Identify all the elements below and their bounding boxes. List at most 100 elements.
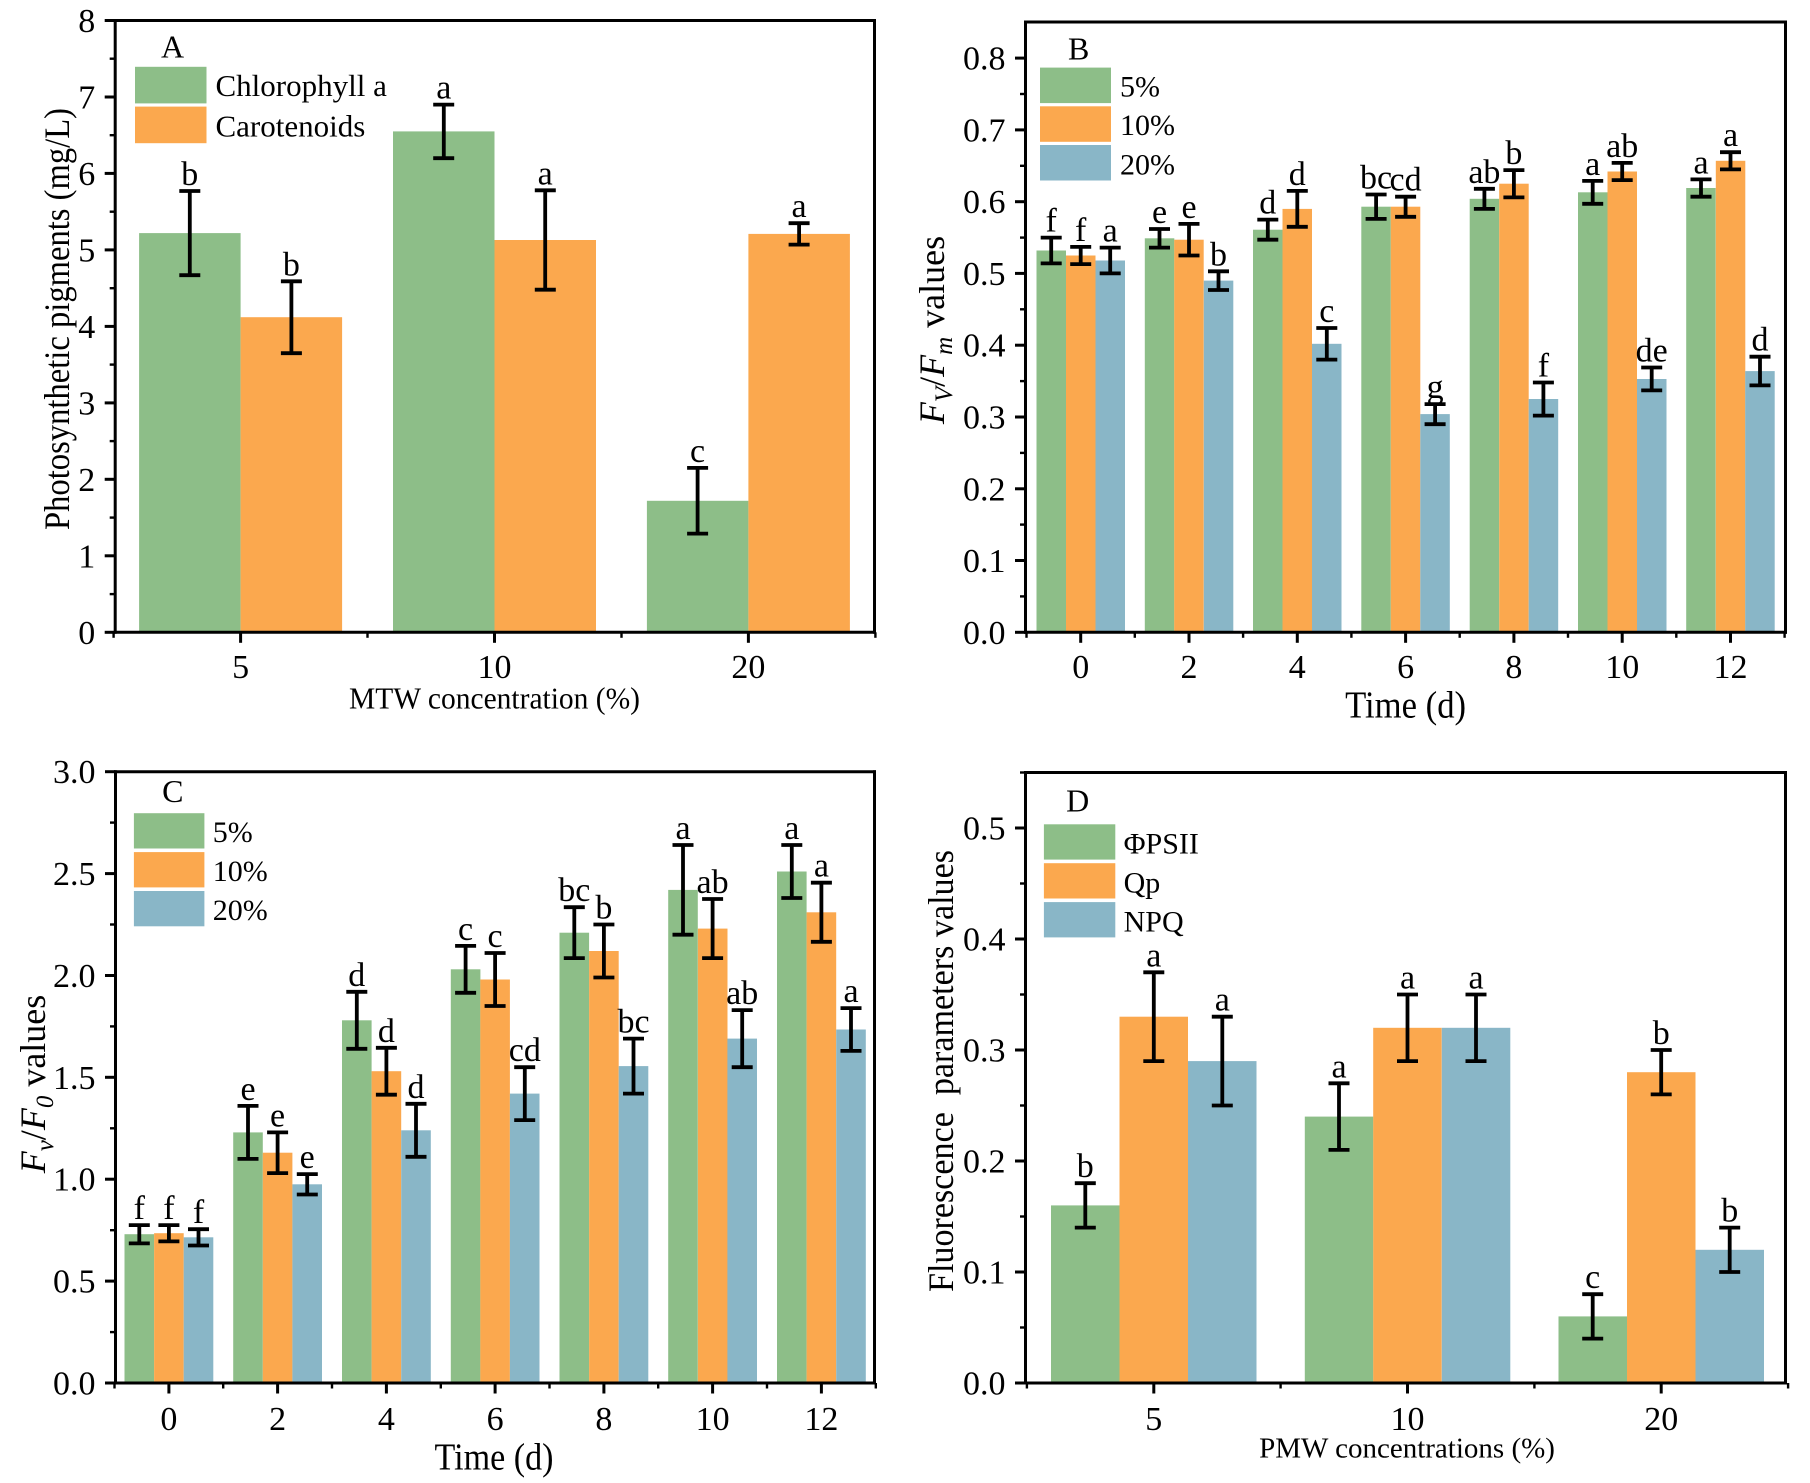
svg-text:20%: 20% (213, 894, 268, 927)
svg-text:Time (d): Time (d) (435, 1437, 554, 1479)
svg-text:0: 0 (1072, 649, 1089, 686)
svg-text:a: a (675, 810, 690, 847)
svg-text:e: e (240, 1071, 255, 1108)
svg-text:c: c (1585, 1259, 1600, 1296)
svg-text:e: e (1152, 194, 1167, 231)
svg-text:20%: 20% (1120, 149, 1175, 182)
svg-text:f: f (193, 1194, 205, 1231)
svg-text:b: b (595, 890, 612, 927)
svg-text:4: 4 (78, 309, 95, 346)
svg-text:Time (d): Time (d) (1345, 685, 1466, 727)
svg-text:d: d (1259, 185, 1276, 222)
svg-text:e: e (300, 1139, 315, 1176)
svg-text:0.7: 0.7 (963, 112, 1006, 149)
svg-text:1.0: 1.0 (53, 1162, 96, 1199)
svg-text:a: a (1146, 937, 1161, 974)
svg-text:a: a (843, 973, 858, 1010)
svg-text:e: e (1181, 189, 1196, 226)
svg-text:f: f (1075, 212, 1087, 249)
svg-text:Qp: Qp (1124, 867, 1161, 900)
svg-text:c: c (1319, 293, 1334, 330)
svg-text:PMW concentrations (%): PMW concentrations (%) (1259, 1433, 1555, 1465)
svg-text:a: a (792, 188, 807, 225)
svg-text:0.5: 0.5 (963, 811, 1006, 848)
svg-text:4: 4 (1289, 649, 1306, 686)
svg-text:1: 1 (78, 538, 95, 575)
svg-text:bc: bc (617, 1004, 649, 1041)
svg-text:de: de (1636, 333, 1668, 370)
svg-text:8: 8 (78, 3, 95, 40)
svg-text:b: b (1721, 1193, 1738, 1230)
svg-text:0.3: 0.3 (963, 400, 1006, 437)
svg-text:d: d (1752, 322, 1769, 359)
svg-text:8: 8 (595, 1401, 612, 1438)
svg-text:12: 12 (804, 1401, 838, 1438)
svg-text:10: 10 (1391, 1401, 1425, 1438)
svg-text:0.1: 0.1 (963, 1255, 1006, 1292)
svg-text:Chlorophyll a: Chlorophyll a (216, 68, 388, 103)
svg-text:0.0: 0.0 (963, 1366, 1006, 1403)
svg-text:5: 5 (1145, 1401, 1162, 1438)
svg-text:0: 0 (160, 1401, 177, 1438)
svg-text:A: A (161, 29, 184, 65)
svg-text:0.0: 0.0 (963, 615, 1006, 652)
svg-text:g: g (1427, 369, 1444, 406)
svg-text:e: e (270, 1097, 285, 1134)
svg-text:10%: 10% (1120, 109, 1175, 142)
svg-text:a: a (1585, 146, 1600, 183)
svg-text:cd: cd (1390, 162, 1422, 199)
svg-text:a: a (784, 810, 799, 847)
svg-text:8: 8 (1505, 649, 1522, 686)
svg-text:0.8: 0.8 (963, 41, 1006, 78)
svg-text:ΦPSII: ΦPSII (1124, 828, 1199, 861)
svg-text:b: b (283, 246, 300, 283)
svg-text:12: 12 (1714, 649, 1748, 686)
svg-text:a: a (1723, 117, 1738, 154)
svg-text:5%: 5% (213, 816, 253, 849)
svg-text:2: 2 (78, 462, 95, 499)
svg-text:f: f (1046, 203, 1058, 240)
svg-text:20: 20 (1644, 1401, 1678, 1438)
svg-text:6: 6 (78, 156, 95, 193)
svg-text:0.2: 0.2 (963, 471, 1006, 508)
svg-text:0.6: 0.6 (963, 184, 1006, 221)
svg-text:c: c (458, 911, 473, 948)
svg-text:FV/Fm values: FV/Fm values (912, 236, 958, 425)
svg-text:10: 10 (696, 1401, 730, 1438)
svg-text:10: 10 (478, 649, 512, 686)
svg-text:Fluorescence parameters value: Fluorescence parameters values (921, 850, 961, 1292)
svg-text:2: 2 (269, 1401, 286, 1438)
svg-text:2.5: 2.5 (53, 856, 96, 893)
svg-text:a: a (436, 70, 451, 107)
svg-text:ab: ab (1606, 128, 1638, 165)
svg-text:MTW concentration (%): MTW concentration (%) (349, 681, 640, 716)
svg-text:3: 3 (78, 385, 95, 422)
svg-text:bc: bc (558, 872, 590, 909)
svg-text:3.0: 3.0 (53, 754, 96, 791)
svg-text:0.2: 0.2 (963, 1144, 1006, 1181)
svg-text:a: a (1468, 960, 1483, 997)
svg-text:a: a (1215, 982, 1230, 1019)
svg-text:d: d (408, 1069, 425, 1106)
svg-text:a: a (1693, 144, 1708, 181)
svg-text:c: c (488, 918, 503, 955)
svg-text:b: b (1505, 135, 1522, 172)
svg-text:d: d (378, 1013, 395, 1050)
svg-text:C: C (162, 773, 183, 809)
svg-text:b: b (1653, 1015, 1670, 1052)
svg-text:6: 6 (1397, 649, 1414, 686)
svg-text:0.0: 0.0 (53, 1366, 96, 1403)
svg-text:f: f (163, 1190, 175, 1227)
svg-text:2.0: 2.0 (53, 958, 96, 995)
svg-text:0.5: 0.5 (53, 1264, 96, 1301)
svg-text:b: b (1210, 236, 1227, 273)
svg-text:f: f (1538, 348, 1550, 385)
svg-text:2: 2 (1181, 649, 1198, 686)
svg-text:D: D (1066, 782, 1089, 818)
svg-text:a: a (1331, 1048, 1346, 1085)
svg-text:a: a (1103, 213, 1118, 250)
svg-text:B: B (1068, 30, 1089, 66)
svg-text:b: b (181, 156, 198, 193)
svg-text:0.4: 0.4 (963, 922, 1006, 959)
svg-text:f: f (134, 1190, 146, 1227)
